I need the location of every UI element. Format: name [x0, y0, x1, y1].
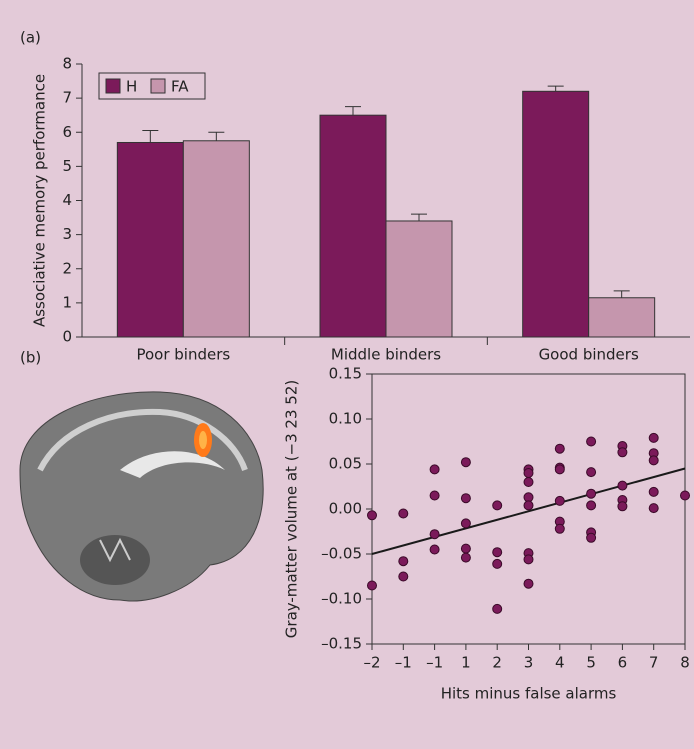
scatter-point — [649, 487, 658, 496]
x-tick-label: Middle binders — [331, 346, 441, 364]
scatter-point — [430, 530, 439, 539]
scatter-point — [618, 448, 627, 457]
scatter-point — [368, 581, 377, 590]
bar — [523, 91, 589, 337]
y-tick-label: –0.05 — [321, 545, 362, 563]
scatter-point — [430, 545, 439, 554]
scatter-point — [399, 572, 408, 581]
y-tick-label: 0.00 — [329, 500, 362, 518]
scatter-point — [587, 437, 596, 446]
bar — [183, 141, 249, 337]
y-axis-label: Associative memory performance — [31, 74, 49, 327]
scatter-point — [618, 481, 627, 490]
scatter-point — [368, 511, 377, 520]
x-tick-label: 1 — [461, 654, 471, 672]
panel-label: (a) — [20, 29, 41, 47]
scatter-point — [461, 553, 470, 562]
scatter-point — [493, 559, 502, 568]
scatter-point — [461, 519, 470, 528]
scatter-point — [493, 604, 502, 613]
bar — [589, 298, 655, 337]
y-tick-label: 3 — [62, 225, 72, 243]
scatter-point — [587, 533, 596, 542]
scatter-point — [649, 504, 658, 513]
scatter-point — [524, 478, 533, 487]
bar — [320, 115, 386, 337]
x-tick-label: –1 — [395, 654, 412, 672]
y-tick-label: 0.10 — [329, 410, 362, 428]
scatter-point — [461, 494, 470, 503]
y-axis-label: Gray-matter volume at (−3 23 52) — [283, 380, 301, 638]
y-tick-label: 2 — [62, 259, 72, 277]
x-tick-label: 3 — [524, 654, 534, 672]
scatter-point — [618, 502, 627, 511]
x-tick-label: 7 — [649, 654, 659, 672]
y-tick-label: 7 — [62, 89, 72, 107]
scatter-point — [555, 496, 564, 505]
scatter-point — [555, 444, 564, 453]
bar — [386, 221, 452, 337]
figure: (a) 0 1 2 3 4 5 6 7 8 Associative memory performan… — [0, 0, 694, 749]
scatter-point — [399, 509, 408, 518]
scatter-point — [461, 544, 470, 553]
y-tick-label: 0 — [62, 328, 72, 346]
legend-label: H — [126, 78, 137, 96]
scatter-point — [524, 501, 533, 510]
x-axis-label: Hits minus false alarms — [441, 685, 617, 703]
panel-label: (b) — [20, 349, 41, 367]
x-tick-label: 8 — [680, 654, 690, 672]
x-tick-label: 4 — [555, 654, 565, 672]
y-tick-label: 5 — [62, 157, 72, 175]
x-tick-label: 5 — [586, 654, 596, 672]
x-tick-label: –2 — [363, 654, 380, 672]
scatter-point — [493, 501, 502, 510]
scatter-point — [524, 555, 533, 564]
scatter-point — [524, 579, 533, 588]
scatter-point — [555, 524, 564, 533]
legend-label: FA — [171, 78, 189, 96]
bar — [117, 142, 183, 337]
scatter-point — [399, 557, 408, 566]
y-tick-label: 6 — [62, 123, 72, 141]
scatter-point — [649, 433, 658, 442]
y-tick-label: 0.05 — [329, 455, 362, 473]
y-tick-label: 0.15 — [329, 365, 362, 383]
legend-swatch — [106, 79, 120, 93]
x-tick-label: 2 — [492, 654, 502, 672]
x-tick-label: Good binders — [539, 346, 639, 364]
x-tick-label: Poor binders — [136, 346, 230, 364]
scatter-point — [587, 468, 596, 477]
scatter-point — [587, 501, 596, 510]
scatter-point — [649, 456, 658, 465]
scatter-point — [555, 465, 564, 474]
y-tick-label: 1 — [62, 293, 72, 311]
scatter-point — [493, 548, 502, 557]
legend-swatch — [151, 79, 165, 93]
x-tick-label: –1 — [426, 654, 443, 672]
scatter-point — [587, 489, 596, 498]
scatter-point — [524, 469, 533, 478]
scatter-point — [461, 458, 470, 467]
y-tick-label: –0.10 — [321, 590, 362, 608]
y-tick-label: 8 — [62, 55, 72, 73]
scatter-point — [430, 465, 439, 474]
y-tick-label: 4 — [62, 191, 72, 209]
y-tick-label: –0.15 — [321, 635, 362, 653]
scatter-point — [430, 491, 439, 500]
scatter-point — [681, 491, 690, 500]
x-tick-label: 6 — [618, 654, 628, 672]
